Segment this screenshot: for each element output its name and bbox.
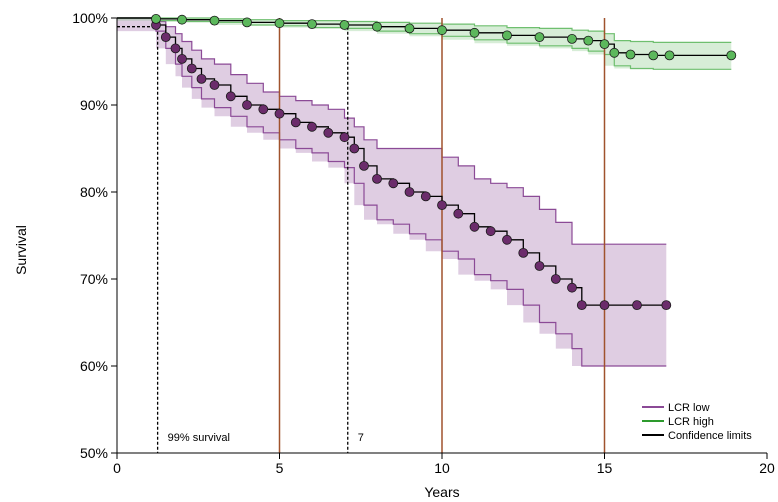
data-point-0-30 [567, 282, 577, 293]
data-point-0-13 [307, 121, 317, 132]
data-point-0-12 [290, 117, 301, 128]
data-point-1-15 [583, 35, 594, 46]
data-point-1-19 [648, 50, 659, 61]
data-point-1-21 [726, 50, 737, 61]
data-point-1-14 [567, 34, 577, 44]
x-tick-label-4: 20 [759, 460, 775, 476]
data-point-1-11 [469, 27, 480, 38]
data-point-1-4 [242, 17, 252, 28]
data-point-0-8 [225, 91, 236, 102]
y-axis-label: Survival [13, 225, 29, 275]
data-point-0-15 [339, 132, 350, 143]
x-axis-label: Years [424, 484, 459, 500]
data-point-0-27 [518, 247, 529, 258]
y-tick-label-5: 100% [72, 10, 108, 26]
data-point-0-21 [420, 191, 431, 202]
data-point-1-10 [437, 25, 447, 36]
data-point-0-25 [485, 226, 496, 237]
lower-limit-line-0 [117, 17, 667, 367]
x-tick-label-2: 10 [434, 460, 450, 476]
data-point-1-18 [625, 49, 636, 60]
upper-limit-line-0 [117, 17, 667, 245]
data-point-0-26 [502, 234, 512, 245]
confidence-band-1 [117, 18, 732, 70]
data-point-0-22 [437, 200, 447, 211]
data-point-0-5 [186, 63, 197, 74]
data-point-0-10 [258, 104, 269, 115]
reference-label-1: 7 [358, 432, 364, 444]
data-point-0-19 [388, 178, 399, 189]
data-point-1-13 [534, 32, 545, 42]
data-point-0-32 [599, 300, 610, 311]
data-point-0-18 [372, 173, 382, 184]
data-point-0-24 [469, 221, 480, 232]
data-point-1-3 [209, 15, 220, 26]
upper-limit-line-1 [117, 17, 732, 43]
data-point-0-2 [160, 32, 171, 42]
data-point-0-34 [661, 300, 672, 311]
reference-lines: 99% survival 7 [117, 18, 606, 453]
x-tick-label-1: 5 [276, 460, 284, 476]
survival-series [117, 13, 737, 311]
data-point-0-33 [632, 300, 642, 311]
data-point-1-20 [664, 50, 675, 61]
data-point-1-17 [609, 47, 620, 58]
data-point-1-7 [339, 20, 350, 30]
data-point-0-3 [170, 43, 181, 54]
data-point-1-8 [372, 21, 382, 32]
data-point-0-9 [242, 100, 252, 110]
y-tick-label-0: 50% [80, 445, 108, 461]
x-tick-label-0: 0 [113, 460, 121, 476]
x-tick-label-3: 15 [597, 460, 613, 476]
data-point-0-7 [209, 80, 220, 90]
data-point-0-4 [177, 54, 187, 64]
data-point-1-5 [274, 18, 285, 29]
legend-label-1: LCR high [668, 416, 714, 428]
data-point-0-11 [274, 108, 285, 119]
legend-label-0: LCR low [668, 402, 710, 414]
data-point-1-9 [404, 23, 415, 34]
data-point-1-6 [307, 19, 317, 30]
data-point-1-16 [599, 39, 610, 49]
y-tick-label-1: 60% [80, 358, 108, 374]
confidence-band-0 [117, 18, 667, 366]
data-point-1-2 [177, 14, 187, 25]
reference-label-0: 99% survival [168, 432, 230, 444]
data-point-0-31 [576, 300, 587, 311]
y-tick-label-4: 90% [80, 97, 108, 113]
data-point-0-14 [323, 127, 334, 138]
data-point-0-28 [534, 261, 545, 271]
data-point-1-12 [502, 30, 512, 41]
y-tick-label-2: 70% [80, 271, 108, 287]
data-point-0-23 [453, 208, 464, 219]
y-tick-label-3: 80% [80, 184, 108, 200]
data-point-0-17 [359, 160, 369, 171]
legend: LCR low LCR high Confidence limits [642, 402, 752, 442]
axes: 50% 60% 70% 80% 90% 100% 0 5 10 15 20 [72, 10, 775, 476]
data-point-0-20 [404, 187, 415, 197]
legend-label-2: Confidence limits [668, 430, 752, 442]
data-point-0-6 [196, 74, 207, 84]
data-point-0-29 [550, 274, 561, 284]
data-point-1-1 [151, 13, 161, 24]
data-point-0-16 [349, 143, 360, 154]
